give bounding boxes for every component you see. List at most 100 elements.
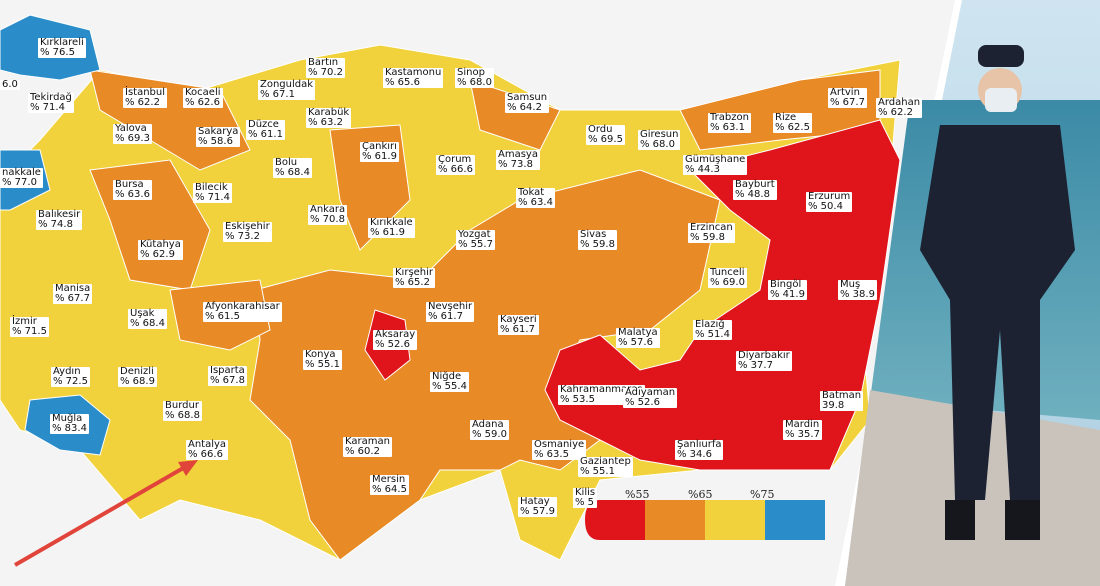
- province-value: % 55.1: [305, 359, 340, 370]
- province-name: Tekirdağ: [30, 92, 72, 103]
- province-value: % 77.0: [2, 177, 37, 188]
- province-value: % 72.5: [53, 376, 88, 387]
- province-value: % 73.2: [225, 231, 260, 242]
- province-value: % 38.9: [840, 289, 875, 300]
- province-name: Gaziantep: [580, 456, 631, 467]
- photo: [845, 0, 1100, 586]
- province-label: Kilis% 5: [573, 488, 598, 508]
- province-value: % 62.9: [140, 249, 175, 260]
- province-label: Tunceli% 69.0: [708, 268, 747, 288]
- province-label: Çorum% 66.6: [436, 155, 475, 175]
- province-label: Hatay% 57.9: [518, 497, 557, 517]
- province-label: Bayburt% 48.8: [733, 180, 777, 200]
- province-value: % 67.7: [830, 97, 865, 108]
- province-name: Erzurum: [808, 191, 851, 202]
- province-name: Karabük: [308, 107, 350, 118]
- province-label: Gümüşhane% 44.3: [683, 155, 748, 175]
- province-label: Zonguldak% 67.1: [258, 79, 316, 100]
- province-value: % 55.4: [432, 381, 467, 392]
- province-label: Uşak% 68.4: [128, 309, 167, 329]
- province-label: Bursa% 63.6: [113, 180, 152, 200]
- province-label: Malatya% 57.6: [616, 328, 660, 348]
- province-label: Rize% 62.5: [773, 113, 812, 133]
- province-name: Muğla: [52, 413, 83, 424]
- province-name: Aydın: [53, 366, 81, 377]
- province-label: Kırklareli% 76.5: [38, 38, 86, 58]
- province-label: Düzce% 61.1: [246, 120, 285, 140]
- province-name: Kırıkkale: [370, 217, 413, 228]
- province-name: Elazığ: [695, 319, 725, 330]
- province-name: Kırşehir: [395, 267, 434, 278]
- province-label: Karaman% 60.2: [343, 437, 392, 457]
- province-name: Artvin: [830, 87, 860, 98]
- province-value: % 60.2: [345, 446, 380, 457]
- province-label: Eskişehir% 73.2: [223, 222, 272, 242]
- province-label: Kırıkkale% 61.9: [368, 218, 415, 238]
- province-label: Amasya% 73.8: [496, 150, 540, 170]
- province-name: Kocaeli: [185, 87, 221, 98]
- province-value: % 34.6: [677, 449, 712, 460]
- province-value: % 68.4: [130, 318, 165, 329]
- province-label: Kırşehir% 65.2: [393, 267, 436, 288]
- legend-label: %65: [688, 488, 713, 501]
- province-value: % 52.6: [625, 397, 660, 408]
- province-value: % 44.3: [685, 164, 720, 175]
- province-value: % 63.4: [518, 197, 553, 208]
- province-name: Erzincan: [690, 222, 733, 233]
- province-name: Bayburt: [735, 179, 775, 190]
- province-name: Kahramanmaraş: [560, 384, 643, 395]
- province-name: Konya: [305, 349, 336, 360]
- province-value: % 69.0: [710, 277, 745, 288]
- province-label: Osmaniye% 63.5: [532, 440, 587, 460]
- province-name: Zonguldak: [260, 79, 314, 90]
- province-value: % 48.8: [735, 189, 770, 200]
- province-name: Mersin: [372, 474, 406, 485]
- province-name: Bolu: [275, 157, 298, 168]
- province-name: Manisa: [55, 283, 91, 294]
- province-name: Ordu: [588, 124, 613, 135]
- province-value: % 57.9: [520, 506, 555, 517]
- province-value: % 58.6: [198, 136, 233, 147]
- province-label: Batman 39.8: [820, 390, 864, 411]
- province-value: % 62.2: [878, 107, 913, 118]
- province-value: % 59.8: [690, 232, 725, 243]
- province-label: Tokat% 63.4: [516, 188, 555, 208]
- province-label: Kayseri% 61.7: [498, 315, 539, 335]
- province-value: % 51.4: [695, 329, 730, 340]
- province-label: Karabük% 63.2: [306, 107, 352, 128]
- province-value: % 76.5: [40, 47, 75, 58]
- province-value: % 59.8: [580, 239, 615, 250]
- province-value: % 74.8: [38, 219, 73, 230]
- province-label: Kastamonu% 65.6: [383, 67, 444, 88]
- province-value: % 70.2: [308, 67, 343, 78]
- province-label: Ardahan% 62.2: [876, 98, 923, 118]
- province-name: Niğde: [432, 371, 462, 382]
- province-label: Denizli% 68.9: [118, 367, 157, 387]
- province-label: Burdur% 68.8: [163, 401, 202, 421]
- province-value: % 71.4: [195, 192, 230, 203]
- province-name: Şanlıurfa: [677, 439, 722, 450]
- province-value: % 68.0: [457, 77, 492, 88]
- province-value: % 61.9: [370, 227, 405, 238]
- province-name: Uşak: [130, 308, 155, 319]
- province-name: Tokat: [518, 187, 545, 198]
- province-value: % 41.9: [770, 289, 805, 300]
- province-label: Tekirdağ% 71.4: [28, 93, 74, 113]
- province-name: Burdur: [165, 400, 199, 411]
- province-value: % 70.8: [310, 214, 345, 225]
- province-value: % 63.1: [710, 122, 745, 133]
- province-name: İzmir: [12, 316, 37, 327]
- province-value: % 55.1: [580, 466, 615, 477]
- province-name: Adana: [472, 419, 504, 430]
- province-label: 6.0: [0, 80, 20, 90]
- province-name: Çorum: [438, 154, 472, 165]
- province-name: Kastamonu: [385, 67, 442, 78]
- province-label: Antalya% 66.6: [186, 440, 229, 460]
- province-value: % 68.9: [120, 376, 155, 387]
- province-name: Rize: [775, 112, 797, 123]
- province-value: % 66.6: [188, 449, 223, 460]
- province-name: Batman: [822, 390, 862, 401]
- province-label: Kahramanmaraş% 53.5: [558, 385, 645, 405]
- province-label: nakkale% 77.0: [0, 168, 43, 188]
- province-label: Yalova% 69.3: [113, 124, 152, 144]
